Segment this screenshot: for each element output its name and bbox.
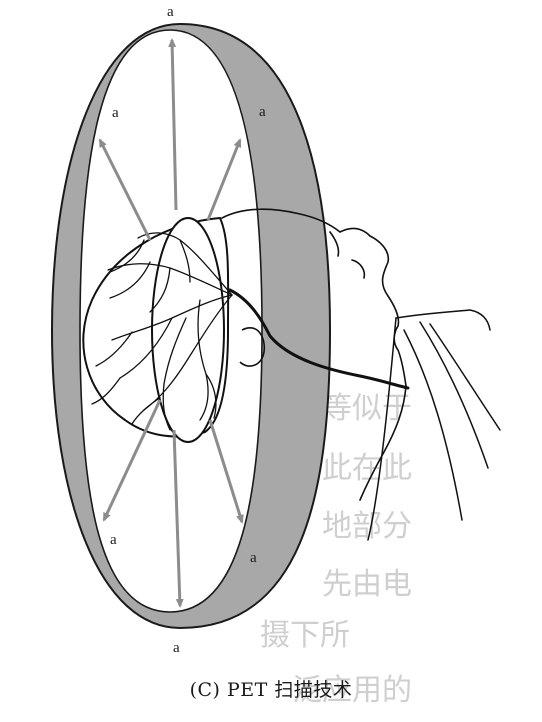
arrow-upper-right [206, 138, 242, 221]
brain-head [82, 216, 410, 443]
label-a-top: a [167, 4, 174, 20]
annotation-labels: a a a a a a [110, 4, 266, 656]
bleed-line-1: 等似于 [322, 391, 412, 426]
label-a-lower-left: a [110, 532, 117, 548]
drape-cloth [367, 309, 501, 541]
label-a-upper-right: a [259, 104, 266, 120]
arrow-top [168, 38, 178, 211]
bleed-line-4: 先由电 [322, 567, 412, 602]
arrow-bottom [172, 429, 184, 608]
bleed-line-3: 地部分 [322, 509, 412, 544]
gamma-ray-arrows [98, 38, 244, 608]
bleed-line-2: 此在此 [322, 451, 412, 486]
arrow-upper-left [98, 138, 152, 241]
scanner-ring [50, 22, 332, 630]
label-a-lower-right: a [250, 550, 257, 566]
figure-caption: (C) PET 扫描技术 [189, 679, 353, 701]
label-a-upper-left: a [112, 105, 119, 121]
label-a-bottom: a [173, 640, 180, 656]
bleed-line-5: 摄下所 [260, 618, 350, 653]
arrow-lower-left [102, 399, 162, 522]
bleed-line-6: 泛应用的 [292, 673, 412, 708]
bleed-through-text: 等似于 此在此 地部分 先由电 摄下所 泛应用的 [260, 391, 412, 708]
arrow-lower-right [208, 419, 244, 524]
